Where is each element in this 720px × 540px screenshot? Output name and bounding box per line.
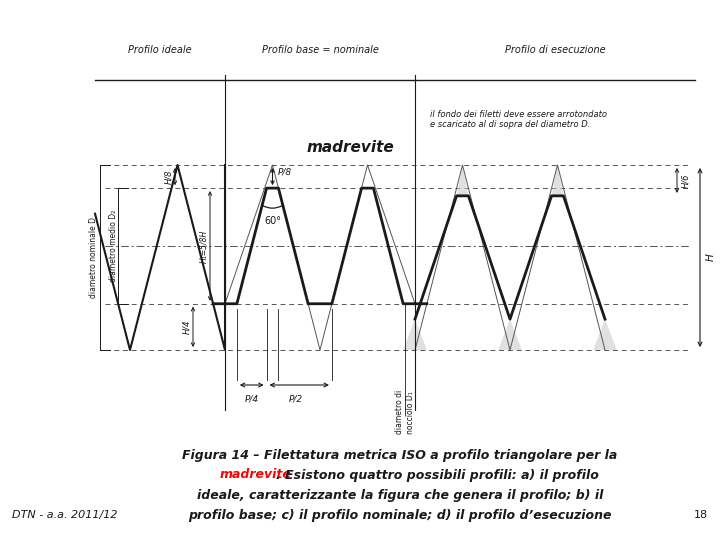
Text: P/2: P/2 <box>289 395 303 403</box>
Text: H₁=5/8H: H₁=5/8H <box>199 230 208 262</box>
Text: madrevite: madrevite <box>220 469 292 482</box>
Text: . Esistono quattro possibili profili: a) il profilo: . Esistono quattro possibili profili: a)… <box>276 469 599 482</box>
Text: 18: 18 <box>694 510 708 520</box>
Text: madrevite: madrevite <box>306 140 394 155</box>
Polygon shape <box>593 319 617 350</box>
Text: H/6: H/6 <box>681 173 690 188</box>
Polygon shape <box>403 319 427 350</box>
Text: profilo base; c) il profilo nominale; d) il profilo d’esecuzione: profilo base; c) il profilo nominale; d)… <box>188 509 612 522</box>
Text: 60°: 60° <box>264 216 281 226</box>
Text: diametro nominale D: diametro nominale D <box>89 217 99 298</box>
Text: diametro di
nocciolo D₁: diametro di nocciolo D₁ <box>395 390 415 434</box>
Text: P/4: P/4 <box>245 395 258 403</box>
Text: il fondo dei filetti deve essere arrotondato
e scaricato al di sopra del diametr: il fondo dei filetti deve essere arroton… <box>430 110 607 130</box>
Text: ideale, caratterizzante la figura che genera il profilo; b) il: ideale, caratterizzante la figura che ge… <box>197 489 603 502</box>
Text: H: H <box>706 254 716 261</box>
Text: H/8: H/8 <box>164 170 173 184</box>
Text: H/4: H/4 <box>182 320 191 334</box>
Text: diametro medio D₂: diametro medio D₂ <box>109 210 117 282</box>
Text: Profilo ideale: Profilo ideale <box>128 45 192 55</box>
Text: Profilo di esecuzione: Profilo di esecuzione <box>505 45 606 55</box>
Polygon shape <box>456 165 469 196</box>
Text: Profilo base = nominale: Profilo base = nominale <box>261 45 379 55</box>
Polygon shape <box>498 319 522 350</box>
Polygon shape <box>552 165 564 196</box>
Text: P/8: P/8 <box>277 167 292 176</box>
Text: Figura 14 – Filettatura metrica ISO a profilo triangolare per la: Figura 14 – Filettatura metrica ISO a pr… <box>182 449 618 462</box>
Text: DTN - a.a. 2011/12: DTN - a.a. 2011/12 <box>12 510 117 520</box>
